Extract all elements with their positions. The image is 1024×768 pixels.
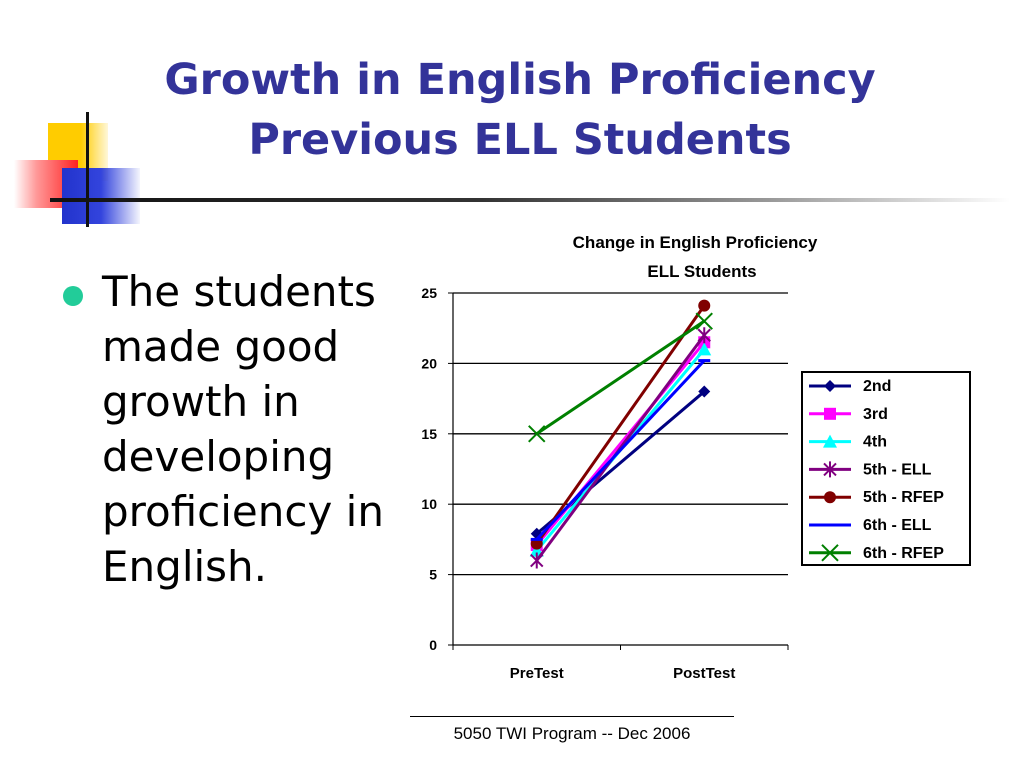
- y-tick-label: 20: [421, 355, 437, 371]
- chart-series: [528, 299, 713, 569]
- legend-label: 6th - RFEP: [863, 545, 944, 562]
- legend-marker: [824, 491, 836, 504]
- data-point: [695, 312, 713, 330]
- legend-label: 5th - ELL: [863, 461, 932, 478]
- footer-rule: [410, 716, 734, 717]
- y-tick-label: 10: [421, 496, 437, 512]
- legend-marker: [824, 407, 836, 420]
- data-point: [697, 327, 711, 344]
- bullet-dot-icon: [63, 286, 83, 306]
- legend-label: 4th: [863, 434, 887, 451]
- decor-horizontal-rule: [50, 198, 1010, 202]
- data-point: [530, 552, 544, 569]
- series-line: [535, 319, 706, 436]
- data-point: [697, 342, 712, 356]
- chart-legend: 2nd 3rd 4th 5th - ELL 5th - RFEP 6th - ELL 6th…: [801, 371, 971, 566]
- legend-label: 6th - ELL: [863, 517, 932, 534]
- line-chart: Change in English Proficiency ELL Studen…: [421, 233, 971, 682]
- data-point: [528, 425, 546, 443]
- chart-title: Change in English Proficiency: [573, 233, 818, 252]
- x-tick-label: PostTest: [673, 665, 735, 682]
- chart-axes: 0 5 10 15 20 25 PreTest PostTest: [421, 285, 789, 682]
- data-point: [698, 385, 711, 398]
- chart-subtitle: ELL Students: [647, 262, 756, 281]
- legend-label: 3rd: [863, 406, 888, 423]
- series-line: [535, 359, 706, 541]
- title-line-1: Growth in English Proficiency: [164, 55, 876, 105]
- y-tick-label: 25: [421, 285, 437, 301]
- y-tick-label: 5: [429, 567, 437, 583]
- x-tick-label: PreTest: [510, 665, 564, 682]
- legend-marker: [823, 434, 837, 448]
- legend-marker: [824, 380, 836, 392]
- decor-vertical-line: [86, 112, 89, 227]
- chart-gridlines: [453, 292, 788, 576]
- legend-marker: [821, 544, 839, 562]
- legend-label: 2nd: [863, 378, 891, 395]
- series-line: [535, 304, 706, 545]
- decor-blue-square: [62, 168, 140, 224]
- title-line-2: Previous ELL Students: [248, 115, 792, 165]
- data-point: [698, 299, 711, 312]
- legend-marker: [823, 461, 837, 478]
- slide-title: Growth in English Proficiency Previous E…: [40, 50, 1000, 170]
- bullet-text: The students made good growth in develop…: [102, 267, 384, 591]
- legend-label: 5th - RFEP: [863, 489, 944, 506]
- y-tick-label: 0: [429, 637, 437, 653]
- y-tick-label: 15: [421, 426, 437, 442]
- footer-text: 5050 TWI Program -- Dec 2006: [453, 724, 691, 743]
